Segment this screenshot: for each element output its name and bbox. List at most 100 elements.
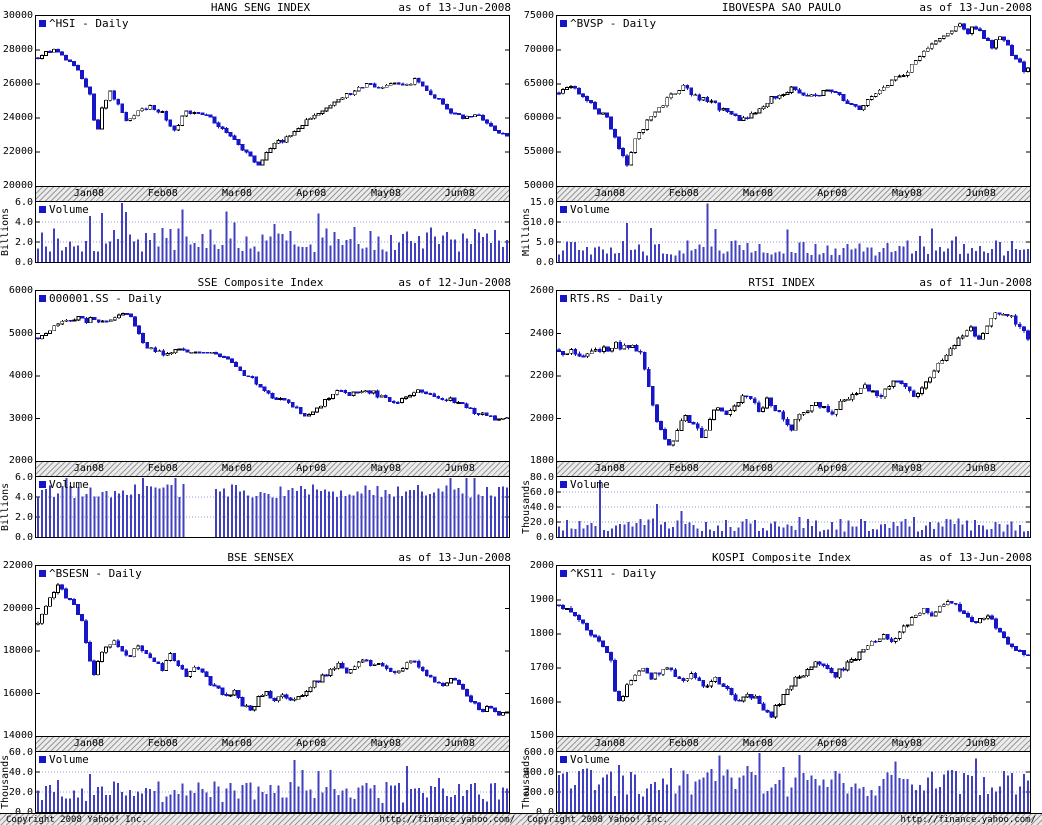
price-tick-label: 2000 xyxy=(529,412,554,424)
month-label: Apr08 xyxy=(817,738,848,749)
price-tick-label: 22000 xyxy=(2,146,33,157)
volume-axis: Billions 0.0 2.0 4.0 6.0 xyxy=(0,472,35,543)
volume-unit-label: Thousands xyxy=(521,754,532,810)
footer-copyright: Copyright 2008 Yahoo! Inc. xyxy=(6,815,147,825)
month-label: Apr08 xyxy=(296,188,327,199)
price-tick-label: 2000 xyxy=(8,455,33,466)
price-legend: ^BVSP - Daily xyxy=(560,18,656,29)
price-tick-label: 20000 xyxy=(2,602,33,614)
price-tick-label: 28000 xyxy=(2,44,33,55)
chart-titlebar: BSE SENSEX as of 13-Jun-2008 xyxy=(0,550,521,565)
price-tick-label: 20000 xyxy=(2,180,33,191)
volume-tick-label: 0.0 xyxy=(0,808,33,818)
chart-title: IBOVESPA SAO PAULO xyxy=(721,1,842,14)
legend-square-icon xyxy=(560,20,567,27)
volume-tick-label: 4.0 xyxy=(14,217,33,228)
price-tick-label: 22000 xyxy=(2,560,33,571)
date-band: Jan08 Feb08 Mar08 Apr08 May08 Jun08 xyxy=(556,462,1031,476)
legend-square-icon xyxy=(39,295,46,302)
volume-tick-label: 0.0 xyxy=(535,532,554,543)
volume-chart-canvas xyxy=(557,480,1030,537)
month-label: Jan08 xyxy=(594,463,626,474)
index-chart-panel: HANG SENG INDEX as of 13-Jun-2008 20000 2… xyxy=(0,0,521,275)
price-tick-label: 65000 xyxy=(523,78,554,89)
month-label: May08 xyxy=(891,738,923,749)
price-legend: ^KS11 - Daily xyxy=(560,568,656,579)
footer-url: http://finance.yahoo.com/ xyxy=(900,815,1036,825)
price-chart-canvas xyxy=(36,312,509,422)
price-tick-label: 16000 xyxy=(2,687,33,699)
chart-titlebar: IBOVESPA SAO PAULO as of 13-Jun-2008 xyxy=(521,0,1042,15)
price-legend-label: RTS.RS - Daily xyxy=(570,292,663,305)
chart-title: HANG SENG INDEX xyxy=(210,1,311,14)
month-label: Jun08 xyxy=(965,188,996,199)
volume-tick-label: 200.0 xyxy=(523,787,554,798)
volume-tick-label: 20.0 xyxy=(529,517,554,528)
legend-square-icon xyxy=(560,756,567,763)
price-tick-label: 75000 xyxy=(523,10,554,21)
volume-legend: Volume xyxy=(39,754,89,765)
price-tick-label: 2200 xyxy=(529,370,554,381)
index-chart-panel: IBOVESPA SAO PAULO as of 13-Jun-2008 500… xyxy=(521,0,1042,275)
volume-unit-label: Billions xyxy=(0,207,11,257)
volume-tick-label: 6.0 xyxy=(14,197,33,208)
price-plot: ^KS11 - Daily xyxy=(556,565,1031,737)
volume-axis: Billions 0.0 2.0 4.0 6.0 xyxy=(0,197,35,268)
month-label: Jan08 xyxy=(73,463,105,474)
month-label: Apr08 xyxy=(296,738,327,749)
volume-tick-label: 15.0 xyxy=(529,197,554,208)
month-label: May08 xyxy=(370,738,402,749)
chart-titlebar: KOSPI Composite Index as of 13-Jun-2008 xyxy=(521,550,1042,565)
month-label: Feb08 xyxy=(668,738,699,749)
month-label: Feb08 xyxy=(147,188,178,199)
volume-tick-label: 40.0 xyxy=(8,767,33,778)
date-band: Jan08 Feb08 Mar08 Apr08 May08 Jun08 xyxy=(556,187,1031,201)
volume-plot: Volume xyxy=(35,201,510,263)
price-tick-label: 1800 xyxy=(529,455,554,466)
footer-copyright: Copyright 2008 Yahoo! Inc. xyxy=(527,815,668,825)
price-tick-label: 1700 xyxy=(529,662,554,673)
volume-unit-label: Millions xyxy=(521,207,532,257)
chart-title: KOSPI Composite Index xyxy=(711,551,852,564)
price-tick-label: 70000 xyxy=(523,44,554,55)
month-label: Jan08 xyxy=(594,188,626,199)
volume-unit-label: Billions xyxy=(0,482,11,532)
price-tick-label: 6000 xyxy=(8,285,33,296)
volume-plot: Volume xyxy=(35,476,510,538)
volume-legend-label: Volume xyxy=(570,753,610,766)
price-tick-label: 5000 xyxy=(8,327,33,339)
as-of-date: as of 13-Jun-2008 xyxy=(398,1,511,14)
volume-plot: Volume xyxy=(556,751,1031,813)
date-band: Jan08 Feb08 Mar08 Apr08 May08 Jun08 xyxy=(556,737,1031,751)
month-label: May08 xyxy=(370,188,402,199)
volume-tick-label: 0.0 xyxy=(521,808,554,818)
price-tick-label: 55000 xyxy=(523,146,554,157)
month-label: Mar08 xyxy=(221,188,253,199)
legend-square-icon xyxy=(560,295,567,302)
price-tick-label: 26000 xyxy=(2,78,33,89)
price-tick-label: 18000 xyxy=(2,645,33,656)
price-tick-label: 1900 xyxy=(529,594,554,605)
price-axis: 1500 1600 1700 1800 1900 2000 xyxy=(521,561,556,741)
price-tick-label: 50000 xyxy=(523,180,554,191)
chart-titlebar: HANG SENG INDEX as of 13-Jun-2008 xyxy=(0,0,521,15)
volume-chart-canvas xyxy=(36,478,509,537)
volume-tick-label: 10.0 xyxy=(529,217,554,228)
month-label: Mar08 xyxy=(742,463,774,474)
legend-square-icon xyxy=(39,756,46,763)
month-label: Mar08 xyxy=(221,738,253,749)
volume-chart-canvas xyxy=(36,760,509,812)
price-tick-label: 2400 xyxy=(529,327,554,339)
volume-tick-label: 6.0 xyxy=(14,472,33,483)
as-of-date: as of 13-Jun-2008 xyxy=(398,551,511,564)
price-plot: ^BVSP - Daily xyxy=(556,15,1031,187)
volume-tick-label: 5.0 xyxy=(535,237,554,248)
chart-titlebar: RTSI INDEX as of 11-Jun-2008 xyxy=(521,275,1042,290)
price-tick-label: 2600 xyxy=(529,285,554,296)
price-tick-label: 60000 xyxy=(523,112,554,123)
price-tick-label: 4000 xyxy=(8,370,33,381)
as-of-date: as of 11-Jun-2008 xyxy=(919,276,1032,289)
volume-tick-label: 0.0 xyxy=(14,257,33,268)
date-band: Jan08 Feb08 Mar08 Apr08 May08 Jun08 xyxy=(35,462,510,476)
